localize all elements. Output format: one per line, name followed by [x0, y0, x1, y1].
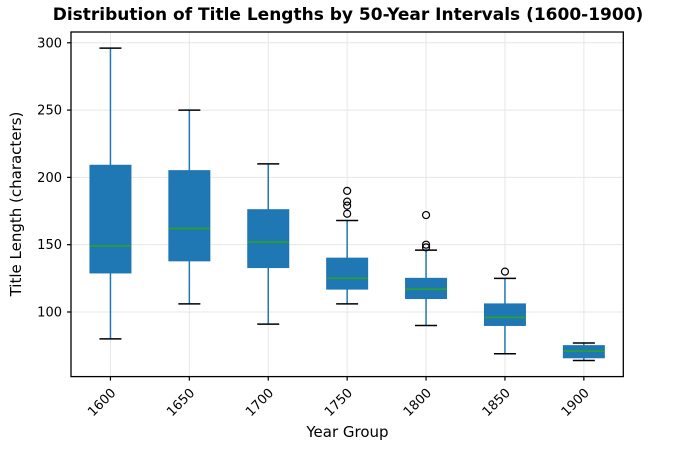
outlier-point [343, 209, 352, 218]
box-1850 [483, 303, 526, 326]
outlier-point [421, 240, 431, 249]
x-tick-label: 1650 [164, 386, 198, 420]
box-1750 [326, 257, 369, 290]
x-axis-label: Year Group [306, 423, 389, 441]
x-tick-label: 1900 [559, 386, 593, 420]
outlier-point [421, 210, 431, 220]
y-tick-label: 150 [37, 238, 62, 253]
y-tick-label: 300 [37, 36, 62, 51]
x-tick-label: 1850 [480, 386, 514, 420]
outlier-point [500, 267, 510, 276]
box-1650 [168, 170, 211, 262]
x-tick-label: 1750 [322, 386, 356, 420]
y-tick-label: 100 [37, 305, 62, 320]
box-1700 [247, 209, 290, 269]
y-tick-label: 200 [37, 171, 62, 186]
x-tick-label: 1800 [401, 386, 435, 420]
y-tick-label: 250 [37, 104, 62, 119]
outlier-point [343, 186, 352, 195]
chart-title: Distribution of Title Lengths by 50-Year… [52, 5, 644, 25]
outlier-point [343, 201, 352, 210]
x-tick-label: 1700 [243, 386, 277, 420]
x-tick-label: 1600 [85, 386, 119, 420]
outlier-point [421, 243, 431, 252]
outlier-point [343, 197, 352, 206]
box-1600 [89, 164, 132, 274]
